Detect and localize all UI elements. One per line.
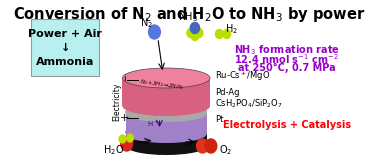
Circle shape <box>121 137 133 151</box>
Text: Electricity: Electricity <box>112 83 121 121</box>
Text: CsH$_2$PO$_4$/SiP$_2$O$_7$: CsH$_2$PO$_4$/SiP$_2$O$_7$ <box>215 98 283 110</box>
Text: Electrolysis + Catalysis: Electrolysis + Catalysis <box>223 120 351 130</box>
Text: N$_2$: N$_2$ <box>139 16 152 30</box>
Text: 12.4 nmol s$^{-1}$ cm$^{-2}$: 12.4 nmol s$^{-1}$ cm$^{-2}$ <box>234 52 339 66</box>
Ellipse shape <box>126 96 207 112</box>
Circle shape <box>215 29 223 39</box>
Text: Ru-Cs$^+$/MgO: Ru-Cs$^+$/MgO <box>215 69 271 83</box>
Bar <box>126 132 207 146</box>
Ellipse shape <box>122 96 210 116</box>
Text: Pt: Pt <box>215 116 223 124</box>
Ellipse shape <box>126 103 207 121</box>
Text: H$^+$: H$^+$ <box>147 119 159 129</box>
Circle shape <box>205 139 217 153</box>
Circle shape <box>191 32 199 40</box>
Circle shape <box>195 28 203 37</box>
Text: H$_2$: H$_2$ <box>225 22 239 36</box>
Text: N$_2$+3H$_2$→2NH$_3$: N$_2$+3H$_2$→2NH$_3$ <box>139 77 185 92</box>
Ellipse shape <box>126 137 207 155</box>
Text: at 250°C, 0.7 MPa: at 250°C, 0.7 MPa <box>238 63 336 73</box>
Circle shape <box>223 29 231 39</box>
Ellipse shape <box>126 106 207 122</box>
Text: +: + <box>119 113 129 123</box>
Text: Power + Air
↓
Ammonia: Power + Air ↓ Ammonia <box>28 29 102 67</box>
Text: O$_2$: O$_2$ <box>219 143 233 157</box>
Text: i: i <box>123 73 125 83</box>
Ellipse shape <box>126 125 207 143</box>
Text: Conversion of N$_2$ and H$_2$O to NH$_3$ by power: Conversion of N$_2$ and H$_2$O to NH$_3$… <box>13 5 365 24</box>
Text: NH$_3$ formation rate: NH$_3$ formation rate <box>234 43 340 57</box>
Circle shape <box>197 139 208 153</box>
Circle shape <box>119 135 126 143</box>
Text: Pd-Ag: Pd-Ag <box>215 88 240 96</box>
Ellipse shape <box>126 123 207 141</box>
Circle shape <box>190 23 200 33</box>
Text: H$_2$O: H$_2$O <box>104 143 125 157</box>
Bar <box>122 78 210 106</box>
Circle shape <box>187 28 194 37</box>
Ellipse shape <box>122 68 210 88</box>
Text: NH$_3$: NH$_3$ <box>178 10 198 24</box>
FancyBboxPatch shape <box>31 19 99 76</box>
Circle shape <box>127 134 133 142</box>
Circle shape <box>149 25 160 39</box>
Bar <box>126 104 207 114</box>
Bar <box>126 112 207 134</box>
